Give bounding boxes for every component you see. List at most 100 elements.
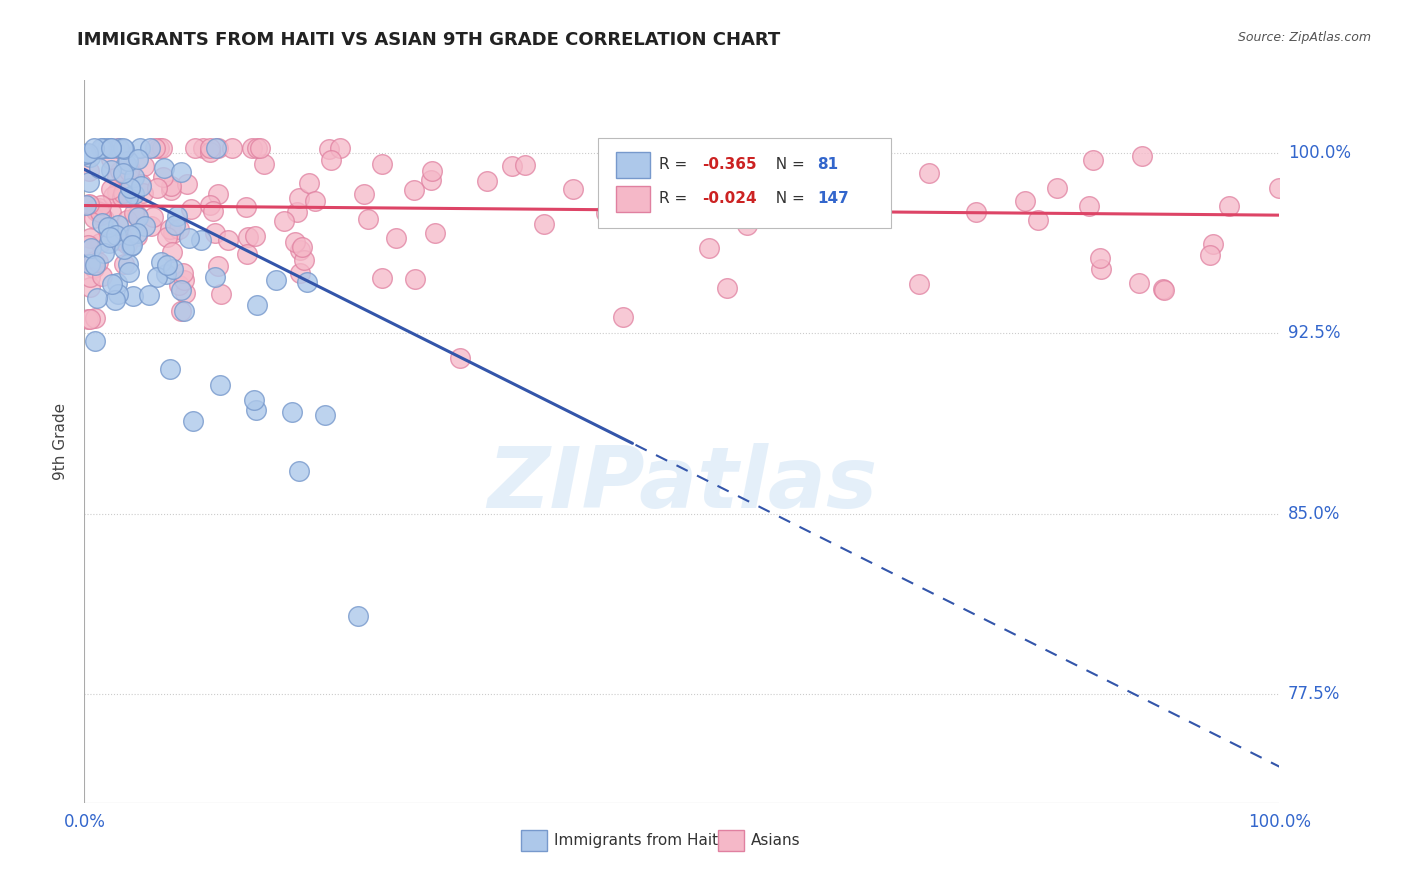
Text: N =: N = — [766, 157, 810, 172]
Point — [122, 169, 145, 184]
Point — [93, 245, 115, 260]
Point — [477, 174, 499, 188]
Point — [79, 311, 101, 326]
Point — [100, 141, 122, 155]
Point — [1202, 237, 1225, 252]
Point — [221, 141, 243, 155]
Point — [283, 235, 305, 249]
Point — [198, 197, 221, 211]
Point — [173, 286, 195, 301]
Point — [100, 162, 122, 177]
Point — [86, 292, 108, 306]
Text: 100.0%: 100.0% — [1288, 144, 1351, 161]
Point — [156, 230, 179, 244]
Point — [404, 271, 426, 285]
Point — [148, 141, 170, 155]
Point — [166, 209, 188, 223]
Point — [118, 264, 141, 278]
Point — [318, 142, 340, 156]
Point — [90, 269, 112, 284]
Point — [98, 229, 121, 244]
Point — [193, 141, 215, 155]
Point — [132, 159, 155, 173]
Point — [347, 608, 370, 623]
Point — [108, 164, 131, 178]
Text: 92.5%: 92.5% — [1288, 324, 1340, 343]
Point — [266, 273, 288, 287]
Point — [79, 270, 101, 285]
Point — [204, 270, 226, 285]
Point — [253, 157, 276, 171]
Point — [1090, 262, 1112, 277]
Point — [83, 211, 105, 225]
Point — [100, 141, 122, 155]
Point — [100, 182, 122, 196]
Point — [121, 288, 143, 302]
Point — [1078, 199, 1101, 213]
Point — [169, 221, 191, 235]
Point — [77, 197, 100, 211]
Point — [127, 152, 149, 166]
Bar — [616, 152, 650, 178]
Point — [706, 210, 728, 224]
Text: 85.0%: 85.0% — [1288, 505, 1340, 523]
Point — [281, 405, 304, 419]
Text: N =: N = — [766, 191, 810, 206]
Point — [772, 176, 794, 190]
Point — [205, 141, 228, 155]
Point — [1014, 194, 1036, 208]
Point — [297, 275, 319, 289]
Point — [89, 235, 111, 250]
Point — [127, 210, 149, 224]
Point — [83, 261, 105, 276]
Point — [716, 206, 738, 220]
Point — [290, 267, 312, 281]
Point — [100, 205, 122, 219]
Point — [513, 158, 536, 172]
Point — [176, 178, 198, 192]
Point — [204, 227, 226, 241]
Point — [162, 226, 184, 240]
Point — [79, 280, 101, 294]
Point — [180, 202, 202, 216]
Point — [101, 277, 124, 291]
Point — [170, 164, 193, 178]
Point — [79, 151, 101, 165]
Text: 147: 147 — [817, 191, 849, 206]
Point — [179, 231, 201, 245]
Point — [93, 211, 115, 226]
Point — [83, 334, 105, 348]
Point — [142, 210, 165, 224]
Point — [121, 238, 143, 252]
Point — [1026, 213, 1049, 227]
Point — [697, 241, 720, 255]
Point — [314, 409, 336, 423]
Text: Asians: Asians — [751, 833, 801, 848]
Point — [79, 230, 101, 244]
Point — [1198, 248, 1220, 262]
Point — [84, 203, 107, 218]
Point — [105, 276, 128, 290]
Bar — [718, 830, 744, 851]
Point — [89, 201, 111, 215]
Point — [848, 141, 870, 155]
Point — [1130, 149, 1153, 163]
Point — [111, 230, 134, 244]
Point — [145, 270, 167, 285]
Text: -0.365: -0.365 — [702, 157, 756, 172]
Point — [287, 205, 309, 219]
Point — [298, 176, 321, 190]
Point — [118, 180, 141, 194]
Point — [159, 361, 181, 376]
Point — [125, 208, 148, 222]
Point — [288, 464, 311, 478]
Point — [120, 228, 142, 243]
Point — [156, 258, 179, 272]
Point — [115, 236, 138, 251]
Point — [83, 254, 105, 268]
Point — [117, 190, 139, 204]
Point — [96, 219, 118, 234]
Point — [152, 170, 174, 185]
Point — [167, 277, 190, 292]
Point — [150, 254, 173, 268]
